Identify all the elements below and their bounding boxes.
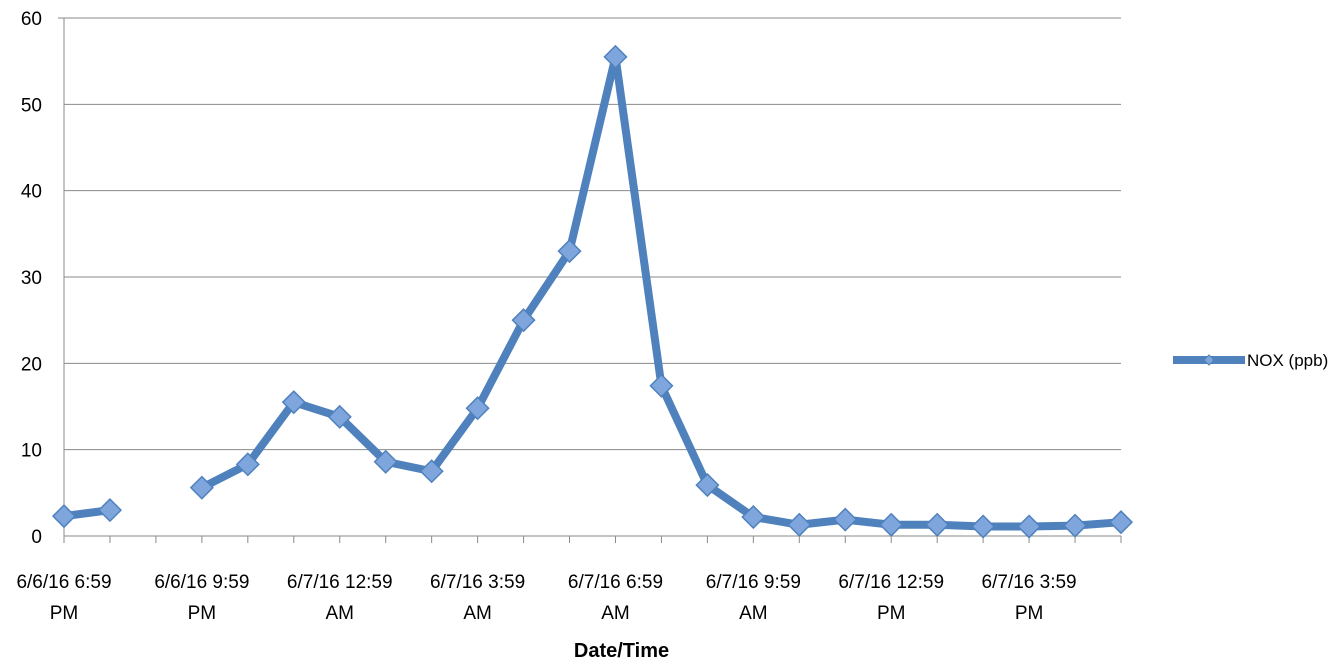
gridlines bbox=[64, 17, 1121, 451]
data-point-marker bbox=[419, 459, 444, 484]
x-tick-label: AM bbox=[463, 603, 492, 624]
legend: NOX (ppb) bbox=[1173, 351, 1328, 370]
x-tick-label: 6/7/16 3:59 bbox=[982, 572, 1077, 593]
data-point-marker bbox=[51, 504, 77, 529]
data-point-marker bbox=[97, 498, 123, 523]
y-axis-tick-labels: 0 10 20 30 40 50 60 bbox=[21, 9, 42, 548]
data-point-marker bbox=[373, 449, 398, 474]
data-point-marker bbox=[787, 512, 812, 537]
y-tick-label: 40 bbox=[21, 182, 42, 203]
data-point-marker bbox=[833, 507, 858, 532]
data-point-marker bbox=[649, 373, 674, 398]
data-point-marker bbox=[281, 390, 306, 415]
y-tick-label: 20 bbox=[21, 354, 42, 375]
data-point-marker bbox=[971, 514, 996, 539]
x-tick-label: 6/7/16 3:59 bbox=[430, 572, 525, 593]
data-point-marker bbox=[1017, 514, 1042, 539]
data-point-marker bbox=[465, 396, 490, 421]
data-point-marker bbox=[1062, 513, 1088, 538]
series-line bbox=[197, 52, 1125, 531]
axes bbox=[58, 17, 1122, 543]
legend-series-marker bbox=[1203, 354, 1215, 366]
data-point-marker bbox=[695, 473, 720, 498]
x-tick-label: PM bbox=[50, 603, 79, 624]
x-tick-label: 6/6/16 6:59 bbox=[16, 572, 111, 593]
data-point-marker bbox=[1108, 510, 1134, 535]
x-tick-label: 6/7/16 6:59 bbox=[568, 572, 663, 593]
data-point-marker bbox=[603, 44, 628, 69]
x-axis-tick-labels: 6/6/16 6:59 PM 6/6/16 9:59 PM 6/7/16 12:59 AM… bbox=[16, 572, 1076, 624]
legend-series-label: NOX (ppb) bbox=[1247, 351, 1328, 370]
x-tick-label: 6/6/16 9:59 bbox=[154, 572, 249, 593]
x-tick-label: PM bbox=[188, 603, 217, 624]
y-tick-label: 30 bbox=[21, 268, 42, 289]
data-point-marker bbox=[511, 308, 536, 333]
x-tick-label: PM bbox=[1015, 603, 1044, 624]
y-tick-label: 50 bbox=[21, 95, 42, 116]
data-point-marker bbox=[925, 512, 950, 537]
x-tick-label: AM bbox=[325, 603, 354, 624]
y-tick-label: 0 bbox=[31, 527, 42, 548]
x-tick-label: 6/7/16 12:59 bbox=[287, 572, 393, 593]
data-point-marker bbox=[235, 452, 260, 477]
x-tick-label: AM bbox=[739, 603, 768, 624]
y-tick-label: 60 bbox=[21, 9, 42, 30]
data-point-marker bbox=[327, 404, 352, 429]
data-point-marker bbox=[879, 512, 904, 537]
x-tick-label: 6/7/16 12:59 bbox=[838, 572, 944, 593]
data-point-marker bbox=[741, 504, 766, 530]
x-tick-label: AM bbox=[601, 603, 630, 624]
x-axis-title: Date/Time bbox=[574, 640, 669, 662]
series-layer bbox=[51, 44, 1134, 539]
x-tick-label: 6/7/16 9:59 bbox=[706, 572, 801, 593]
data-point-marker bbox=[557, 239, 582, 264]
y-tick-label: 10 bbox=[21, 441, 42, 462]
data-point-marker bbox=[189, 475, 214, 500]
x-tick-label: PM bbox=[877, 603, 906, 624]
